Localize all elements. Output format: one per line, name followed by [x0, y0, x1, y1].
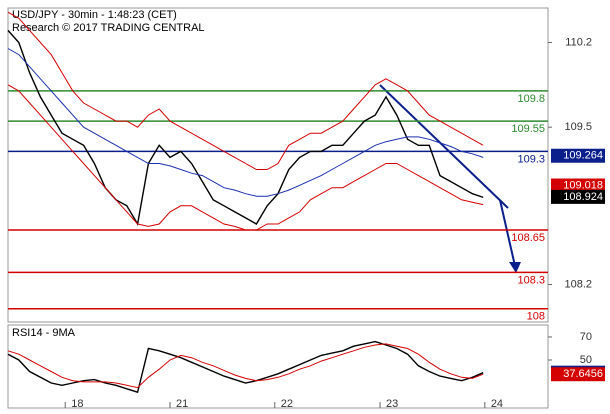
forecast-arrow [499, 199, 516, 267]
value-tag [551, 367, 605, 382]
x-tick-label: 18 [71, 398, 83, 410]
value-tag-label: 109.018 [563, 179, 603, 191]
rsi-title: RSI14 - 9MA [12, 327, 76, 339]
value-tag-label: 37.6456 [563, 368, 603, 380]
series-line [7, 11, 484, 170]
rsi-panel [7, 324, 549, 409]
value-tag [551, 189, 605, 204]
y-tick-label: 50 [580, 354, 592, 366]
price-panel [7, 7, 549, 323]
level-label: 108 [527, 311, 545, 323]
chart-title: USD/JPY - 30min - 1:48:23 (CET) [12, 9, 177, 21]
y-tick-label: 70 [580, 331, 592, 343]
level-label: 109.8 [517, 93, 545, 105]
level-label: 109.55 [511, 123, 545, 135]
y-tick-label: 108.2 [564, 278, 592, 290]
level-label: 108.3 [517, 274, 545, 286]
arrow-head [509, 262, 521, 273]
x-tick-label: 22 [281, 398, 293, 410]
y-tick-label: 109.5 [564, 121, 592, 133]
y-tick-label: 110.2 [565, 36, 592, 48]
value-tag [551, 178, 605, 193]
level-label: 108.65 [511, 232, 545, 244]
chart-subtitle: Research © 2017 TRADING CENTRAL [12, 22, 205, 34]
series-line [7, 343, 484, 389]
value-tag [551, 148, 605, 163]
x-tick-label: 21 [176, 398, 188, 410]
value-tag-label: 108.924 [563, 191, 603, 203]
x-tick-label: 23 [386, 398, 398, 410]
series-line [7, 48, 484, 197]
series-line [7, 84, 484, 231]
value-tag-label: 109.264 [563, 150, 603, 162]
series-line [7, 29, 484, 226]
x-tick-label: 24 [491, 398, 503, 410]
level-label: 109.3 [517, 153, 545, 165]
trend-line [379, 84, 509, 209]
series-line [7, 340, 484, 394]
